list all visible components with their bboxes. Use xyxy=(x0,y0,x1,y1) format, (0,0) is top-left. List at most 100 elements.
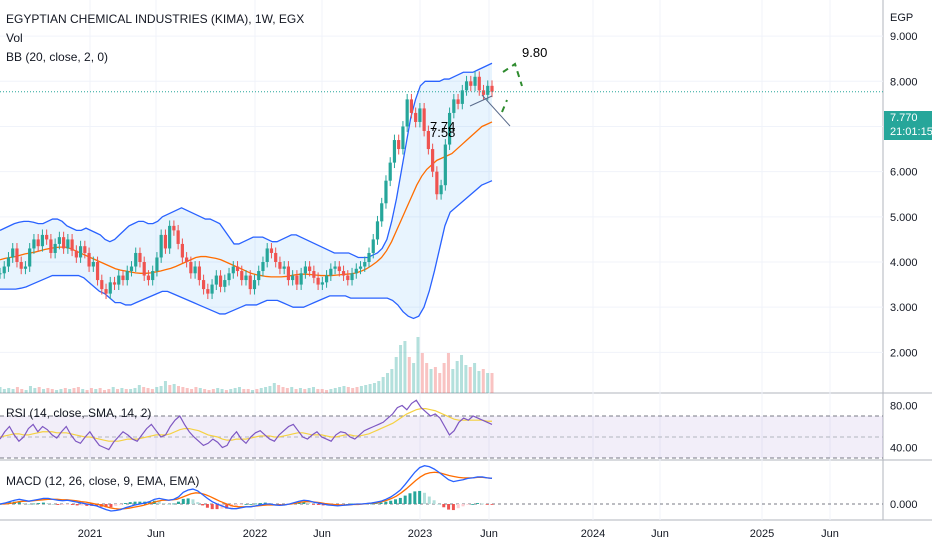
macd-histogram-bar xyxy=(61,504,65,505)
price-tick-label: 6.000 xyxy=(890,167,918,179)
volume-bar xyxy=(433,367,437,393)
macd-histogram-bar xyxy=(119,504,123,505)
level-label-1[interactable]: 7.74 xyxy=(430,119,455,134)
rsi-tick-label: 40.00 xyxy=(890,443,918,455)
candle-body xyxy=(397,140,401,150)
candle-body xyxy=(193,266,197,274)
macd-histogram-bar xyxy=(239,504,243,505)
macd-histogram-bar xyxy=(70,504,74,505)
volume-bar xyxy=(207,390,211,393)
time-tick-label: Jun xyxy=(821,528,839,540)
volume-bar xyxy=(381,377,385,393)
volume-bar xyxy=(429,369,433,393)
macd-histogram-bar xyxy=(485,504,489,505)
candle-body xyxy=(100,280,104,290)
candle-body xyxy=(282,266,286,269)
candle-body xyxy=(57,237,61,244)
volume-bar xyxy=(155,387,159,393)
candle-body xyxy=(278,262,282,269)
candle-body xyxy=(435,171,439,195)
candle-body xyxy=(104,289,108,294)
candle-body xyxy=(388,162,392,181)
bb-legend[interactable]: BB (20, close, 2, 0) xyxy=(6,50,109,64)
macd-histogram-bar xyxy=(205,504,209,508)
volume-bar xyxy=(294,389,298,393)
volume-legend[interactable]: Vol xyxy=(6,31,23,45)
candle-body xyxy=(337,266,341,272)
candle-body xyxy=(189,262,193,274)
trend-line-2[interactable] xyxy=(469,95,493,107)
currency-label[interactable]: EGP xyxy=(890,12,914,24)
annotations[interactable]: 9.80 7.74 7.58 xyxy=(430,45,547,140)
macd-histogram-bar xyxy=(201,504,205,506)
macd-histogram-bar xyxy=(109,504,113,508)
volume-bar xyxy=(242,389,246,393)
candle-body xyxy=(329,268,333,276)
macd-legend[interactable]: MACD (12, 26, close, 9, EMA, EMA) xyxy=(6,474,200,488)
macd-histogram-bar xyxy=(480,503,484,505)
rsi-ma-line xyxy=(0,408,492,442)
candle-body xyxy=(40,234,45,247)
macd-histogram-bar xyxy=(162,503,166,504)
volume-bar xyxy=(251,390,255,393)
target-price-label[interactable]: 9.80 xyxy=(522,45,547,60)
candle-body xyxy=(49,239,53,253)
candle-body xyxy=(0,273,2,275)
candle-body xyxy=(308,266,312,272)
macd-histogram-bar xyxy=(312,504,316,505)
macd-histogram-bar xyxy=(413,491,417,504)
volume-bar xyxy=(15,387,19,393)
macd-histogram-bar xyxy=(191,499,195,504)
volume-bar xyxy=(364,385,368,393)
candle-body xyxy=(197,266,201,281)
macd-histogram-bar xyxy=(379,502,383,504)
candle-body xyxy=(269,248,274,253)
rsi-tick-label: 80.00 xyxy=(890,401,918,413)
level-label-2[interactable]: 7.58 xyxy=(430,125,455,140)
macd-histogram-bar xyxy=(461,504,465,507)
candle-body xyxy=(464,81,469,91)
candle-body xyxy=(87,252,91,267)
volume-bar xyxy=(281,387,285,393)
volume-bar xyxy=(20,389,24,393)
candle-body xyxy=(367,252,371,262)
volume-bar xyxy=(55,390,59,393)
volume-bar xyxy=(290,387,294,393)
volume-bar xyxy=(28,386,32,393)
time-tick-label: Jun xyxy=(147,528,165,540)
macd-histogram-bar xyxy=(32,503,36,505)
candle-body xyxy=(235,266,240,272)
macd-histogram-bar xyxy=(394,499,398,504)
trend-line-1[interactable] xyxy=(481,94,511,127)
volume-bar xyxy=(481,369,485,393)
volume-bar xyxy=(416,337,420,393)
macd-histogram-bar xyxy=(172,503,176,505)
chart-title[interactable]: EGYPTIAN CHEMICAL INDUSTRIES (KIMA), 1W,… xyxy=(6,12,305,26)
projection-line-2[interactable] xyxy=(502,62,523,87)
rsi-legend[interactable]: RSI (14, close, SMA, 14, 2) xyxy=(6,406,152,420)
candle-body xyxy=(350,273,354,281)
volume-bar xyxy=(311,387,315,393)
volume-bar xyxy=(172,384,176,393)
candle-body xyxy=(117,275,121,285)
candle-body xyxy=(240,271,244,281)
candle-body xyxy=(23,266,28,269)
candle-body xyxy=(91,262,95,267)
candle-body xyxy=(214,275,218,285)
candle-body xyxy=(265,248,269,262)
macd-histogram-bar xyxy=(447,504,451,510)
volume-bar xyxy=(220,389,224,393)
time-tick-label: Jun xyxy=(480,528,498,540)
candle-body xyxy=(375,221,380,240)
volume-bar xyxy=(85,390,89,393)
volume-bar xyxy=(372,383,376,393)
projection-line-1[interactable] xyxy=(501,99,508,113)
macd-tick-label: 0.000 xyxy=(890,499,918,511)
rsi-pane xyxy=(0,399,883,459)
macd-histogram-bar xyxy=(427,496,431,504)
volume-bar xyxy=(233,388,237,393)
macd-histogram-bar xyxy=(374,503,378,504)
candle-body xyxy=(401,126,405,150)
volume-bar xyxy=(198,388,202,393)
macd-histogram-bar xyxy=(148,501,152,504)
